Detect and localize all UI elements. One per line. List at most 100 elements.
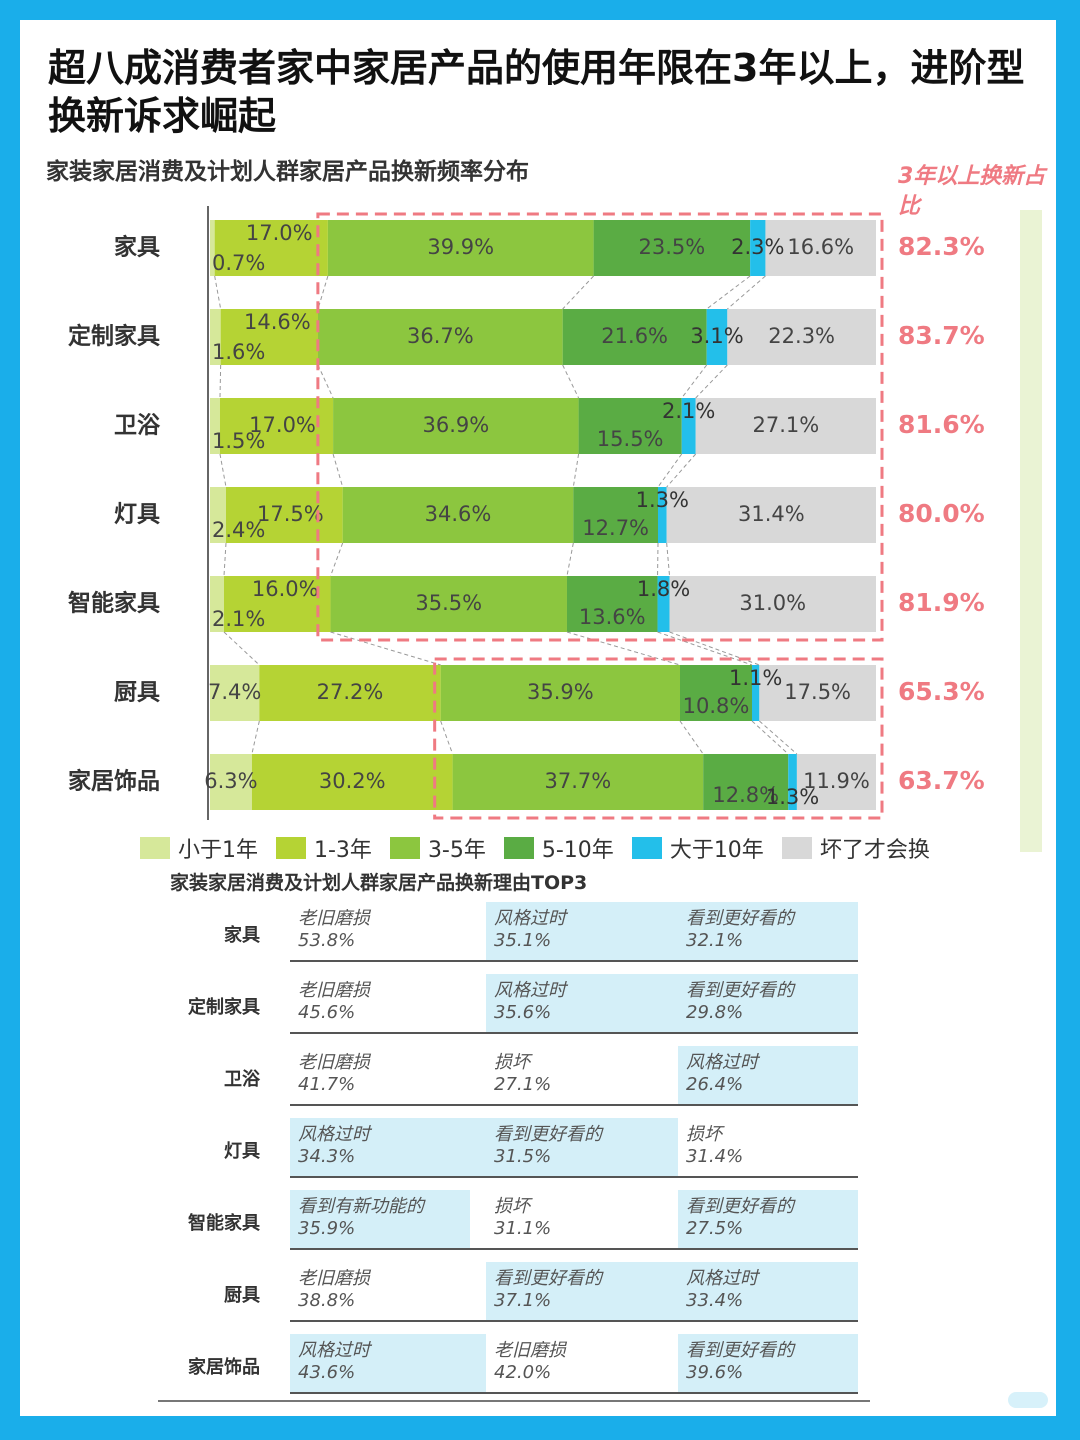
category-label: 灯具: [114, 502, 160, 528]
row-divider: [290, 960, 858, 962]
legend-label: 大于10年: [669, 838, 764, 863]
reason-percent: 35.1%: [494, 930, 552, 951]
reason-text: 看到更好看的: [686, 980, 794, 1001]
category-label: 家具: [114, 234, 160, 261]
bar-segment: [259, 665, 441, 721]
reason-text: 看到更好看的: [494, 1124, 602, 1145]
bar-segment: [666, 487, 876, 543]
connector-line: [251, 720, 260, 755]
data-label: 6.3%: [204, 769, 257, 793]
reason-percent: 34.3%: [298, 1146, 356, 1167]
category-label: 定制家具: [68, 323, 160, 350]
reason-cell: 风格过时 35.6%: [486, 974, 678, 1032]
reason-percent: 27.5%: [686, 1218, 744, 1239]
reason-text: 老旧磨损: [298, 980, 370, 1001]
connector-line: [657, 453, 683, 488]
connector-line: [219, 453, 227, 488]
data-label: 2.1%: [212, 607, 265, 631]
bar-segment: [562, 309, 707, 365]
highlight-box-top: [316, 212, 884, 642]
legend-label: 5-10年: [541, 838, 614, 863]
data-label: 36.7%: [407, 324, 474, 348]
category-label: 智能家具: [68, 590, 160, 617]
legend-item: 3-5年: [389, 832, 486, 864]
reason-text: 风格过时: [494, 908, 566, 929]
connector-line: [657, 631, 753, 666]
reason-cell: 老旧磨损 38.8%: [290, 1262, 486, 1320]
legend-item: 大于10年: [631, 832, 764, 864]
reason-row: 定制家具 老旧磨损 45.6% 风格过时 35.6% 看到更好看的 29.8%: [150, 972, 860, 1044]
data-label: 1.6%: [212, 340, 265, 364]
connector-line: [317, 364, 334, 399]
row-divider: [290, 1392, 858, 1394]
bar-segment: [210, 754, 252, 810]
reason-text: 看到更好看的: [686, 908, 794, 929]
data-label: 16.0%: [252, 577, 319, 601]
data-label: 12.8%: [712, 783, 779, 807]
connector-line: [330, 631, 441, 666]
legend-swatch: [503, 837, 534, 859]
bar-segment: [210, 398, 220, 454]
row-divider: [290, 1320, 858, 1322]
bar-segment: [727, 309, 876, 365]
data-label: 23.5%: [639, 235, 706, 259]
connector-line: [566, 631, 681, 666]
legend-item: 1-3年: [276, 832, 372, 864]
bar-segment: [566, 576, 658, 632]
connector-line: [751, 720, 789, 755]
reason-percent: 32.1%: [686, 930, 744, 951]
reason-cell: 风格过时 43.6%: [290, 1334, 486, 1392]
reason-cell: 老旧磨损 42.0%: [486, 1334, 678, 1392]
bar-segment: [695, 398, 876, 454]
connector-line: [562, 275, 594, 310]
legend-label: 小于1年: [178, 838, 258, 863]
table-bottom-rule: [158, 1400, 870, 1402]
reason-cell: 老旧磨损 53.8%: [290, 902, 486, 960]
reason-percent: 53.8%: [298, 930, 356, 951]
total-3plus-label: 82.3%: [898, 232, 985, 261]
reason-text: 看到更好看的: [494, 1268, 602, 1289]
bar-segment: [703, 754, 789, 810]
reason-text: 老旧磨损: [494, 1340, 566, 1361]
bar-segment: [210, 220, 215, 276]
legend-label: 3-5年: [427, 838, 486, 863]
data-label: 12.7%: [582, 516, 649, 540]
reason-text: 风格过时: [686, 1268, 758, 1289]
data-label: 31.0%: [739, 591, 806, 615]
data-label: 37.7%: [545, 769, 612, 793]
infographic-card: 超八成消费者家中家居产品的使用年限在3年以上，进阶型换新诉求崛起 家装家居消费及…: [20, 20, 1056, 1416]
legend-swatch: [140, 837, 170, 859]
bar-segment: [669, 576, 876, 632]
total-3plus-label: 80.0%: [898, 499, 985, 528]
data-label: 17.5%: [257, 502, 324, 526]
data-label: 27.2%: [317, 680, 384, 704]
legend-label: 坏了才会换: [819, 838, 930, 863]
data-label: 11.9%: [803, 769, 870, 793]
connector-line: [214, 275, 222, 310]
connector-line: [695, 364, 728, 399]
connector-line: [666, 542, 671, 577]
reason-text: 老旧磨损: [298, 1268, 370, 1289]
reason-percent: 35.9%: [298, 1218, 356, 1239]
watermark-badge: [1008, 1392, 1048, 1408]
legend-item: 5-10年: [503, 832, 614, 864]
connector-line: [562, 364, 580, 399]
reason-cell: 损坏 31.4%: [678, 1118, 858, 1176]
bar-segment: [226, 487, 343, 543]
reason-percent: 29.8%: [686, 1002, 744, 1023]
bar-segment: [573, 487, 658, 543]
bar-segment: [251, 754, 453, 810]
data-label: 1.8%: [637, 577, 690, 601]
bar-segment: [210, 665, 260, 721]
bar-segment: [796, 754, 876, 810]
bar-segment: [750, 220, 766, 276]
bar-segment: [210, 487, 226, 543]
data-label: 0.7%: [212, 251, 265, 275]
connector-line: [666, 453, 697, 488]
reason-row: 厨具 老旧磨损 38.8% 看到更好看的 37.1% 风格过时 33.4%: [150, 1260, 860, 1332]
data-label: 10.8%: [683, 694, 750, 718]
reason-row-label: 卫浴: [224, 1069, 260, 1090]
legend-swatch: [276, 837, 306, 859]
connector-line: [572, 453, 580, 488]
bar-segment: [759, 665, 876, 721]
